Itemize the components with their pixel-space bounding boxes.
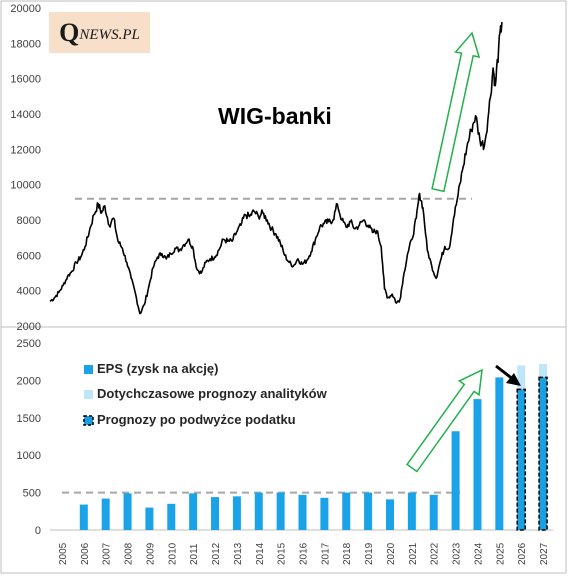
y-tick-label: 500 <box>23 488 41 500</box>
eps-bar <box>79 504 88 530</box>
x-tick-label: 2014 <box>255 542 266 565</box>
after-tax-forecast-bar <box>516 388 526 531</box>
y-tick-label: 4000 <box>17 286 41 298</box>
x-tick-label: 2009 <box>145 542 156 565</box>
y-tick-label: 1000 <box>17 450 41 462</box>
legend-swatch-eps <box>84 365 93 374</box>
legend-label-after-tax: Prognozy po podwyżce podatku <box>97 412 296 427</box>
eps-bar <box>167 503 176 530</box>
x-tick-label: 2020 <box>386 542 397 565</box>
x-tick-label: 2018 <box>342 542 353 565</box>
eps-bar <box>495 377 504 530</box>
x-tick-label: 2022 <box>430 542 441 565</box>
x-tick-label: 2007 <box>102 542 113 565</box>
y-tick-label: 8000 <box>17 215 41 227</box>
eps-chart: 0 500 1000 1500 2000 2500 2005 2006 2007 2008 2009… <box>17 338 553 565</box>
eps-bar <box>342 492 351 530</box>
eps-bar <box>429 494 438 530</box>
logo-text: NEWS.PL <box>79 26 140 43</box>
eps-bar <box>232 496 241 530</box>
y-tick-label: 2000 <box>17 321 41 333</box>
eps-bar <box>473 399 482 530</box>
y-tick-label: 20000 <box>10 3 41 15</box>
x-tick-label: 2015 <box>277 542 288 565</box>
y-tick-label: 14000 <box>10 109 41 121</box>
x-tick-label: 2025 <box>495 542 506 565</box>
eps-bar <box>298 494 307 530</box>
trend-arrow-top <box>431 31 481 193</box>
eps-bar <box>385 499 394 530</box>
x-tick-label: 2005 <box>58 542 69 565</box>
y-tick-label: 1500 <box>17 413 41 425</box>
x-tick-label: 2010 <box>167 542 178 565</box>
chart-title: WIG-banki <box>218 103 332 129</box>
x-tick-label: 2026 <box>517 542 528 565</box>
x-tick-label: 2019 <box>364 542 375 565</box>
x-tick-label: 2008 <box>124 542 135 565</box>
y-tick-label: 2500 <box>17 338 41 350</box>
y-tick-label: 12000 <box>10 144 41 156</box>
legend-swatch-after-tax <box>83 415 94 426</box>
legend-label-previous: Dotychczasowe prognozy analityków <box>97 386 328 401</box>
y-tick-label: 10000 <box>10 180 41 192</box>
eps-bar <box>211 497 220 530</box>
eps-bar <box>254 492 263 530</box>
x-tick-label: 2017 <box>320 542 331 565</box>
y-tick-label: 16000 <box>10 74 41 86</box>
x-tick-label: 2013 <box>233 542 244 565</box>
eps-bar <box>145 507 154 530</box>
x-tick-label: 2027 <box>539 542 550 565</box>
x-tick-label: 2021 <box>408 542 419 565</box>
eps-bar <box>123 493 132 530</box>
x-tick-label: 2011 <box>189 543 200 565</box>
eps-bar <box>364 492 373 530</box>
eps-bar <box>189 493 198 530</box>
logo-mark: Q <box>59 17 80 47</box>
x-tick-label: 2024 <box>473 542 484 565</box>
eps-bar <box>101 498 110 530</box>
x-tick-label: 2023 <box>452 542 463 565</box>
eps-bar <box>451 431 460 530</box>
y-tick-label: 6000 <box>17 250 41 262</box>
trend-arrow-bottom <box>406 368 483 473</box>
legend-swatch-previous <box>84 390 93 399</box>
legend-label-eps: EPS (zysk na akcję) <box>97 361 218 376</box>
pointer-arrow-head <box>506 373 521 386</box>
y-tick-label: 2000 <box>17 375 41 387</box>
y-tick-label: 18000 <box>10 38 41 50</box>
wig-banki-series-line <box>49 22 503 315</box>
x-tick-label: 2006 <box>80 542 91 565</box>
eps-bar <box>407 492 416 530</box>
qnews-logo: Q NEWS.PL <box>49 12 150 53</box>
eps-bar <box>276 492 285 530</box>
x-tick-label: 2016 <box>299 542 310 565</box>
after-tax-forecast-bar <box>538 376 548 531</box>
eps-bar <box>320 497 329 530</box>
x-tick-label: 2012 <box>211 542 222 565</box>
y-tick-label: 0 <box>35 525 41 537</box>
